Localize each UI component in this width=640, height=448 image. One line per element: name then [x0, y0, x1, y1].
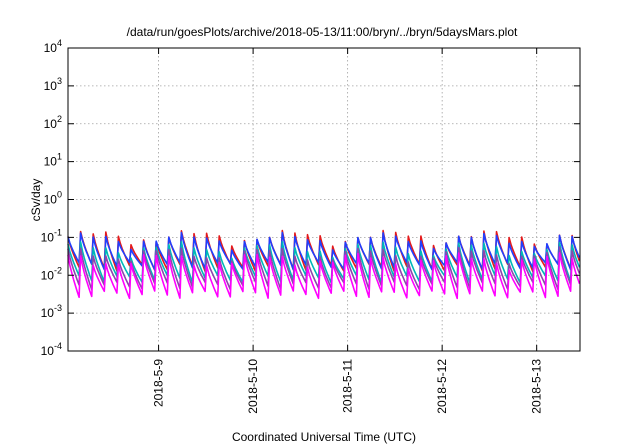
x-tick-label: 2018-5-12 [435, 359, 449, 414]
series-group [67, 229, 581, 300]
y-tick-label: 103 [44, 76, 62, 93]
x-axis-label: Coordinated Universal Time (UTC) [232, 430, 416, 444]
y-tick-label: 10-1 [41, 227, 62, 244]
series-line [67, 240, 581, 284]
y-tick-label: 104 [44, 38, 62, 55]
series-line [67, 252, 581, 300]
y-tick-label: 10-3 [41, 303, 62, 320]
y-tick-label: 100 [44, 190, 62, 207]
grid [68, 48, 580, 351]
y-tick-label: 10-4 [41, 341, 62, 358]
x-tick-label: 2018-5-10 [246, 359, 260, 414]
y-tick-label: 102 [44, 114, 62, 131]
y-axis-label: cSv/day [29, 179, 43, 222]
y-axis: 10-4 10-3 10-2 10-1 100 101 102 103 104 [41, 38, 580, 358]
x-axis: 2018-5-9 2018-5-10 2018-5-11 2018-5-12 2018-… [152, 48, 544, 414]
series-line [67, 246, 581, 291]
x-tick-label: 2018-5-11 [341, 359, 355, 413]
x-tick-label: 2018-5-9 [152, 359, 166, 407]
series-line [67, 231, 581, 271]
chart-title: /data/run/goesPlots/archive/2018-05-13/1… [127, 25, 518, 39]
x-tick-label: 2018-5-13 [530, 359, 544, 414]
y-tick-label: 101 [44, 152, 62, 169]
y-tick-label: 10-2 [41, 265, 62, 282]
